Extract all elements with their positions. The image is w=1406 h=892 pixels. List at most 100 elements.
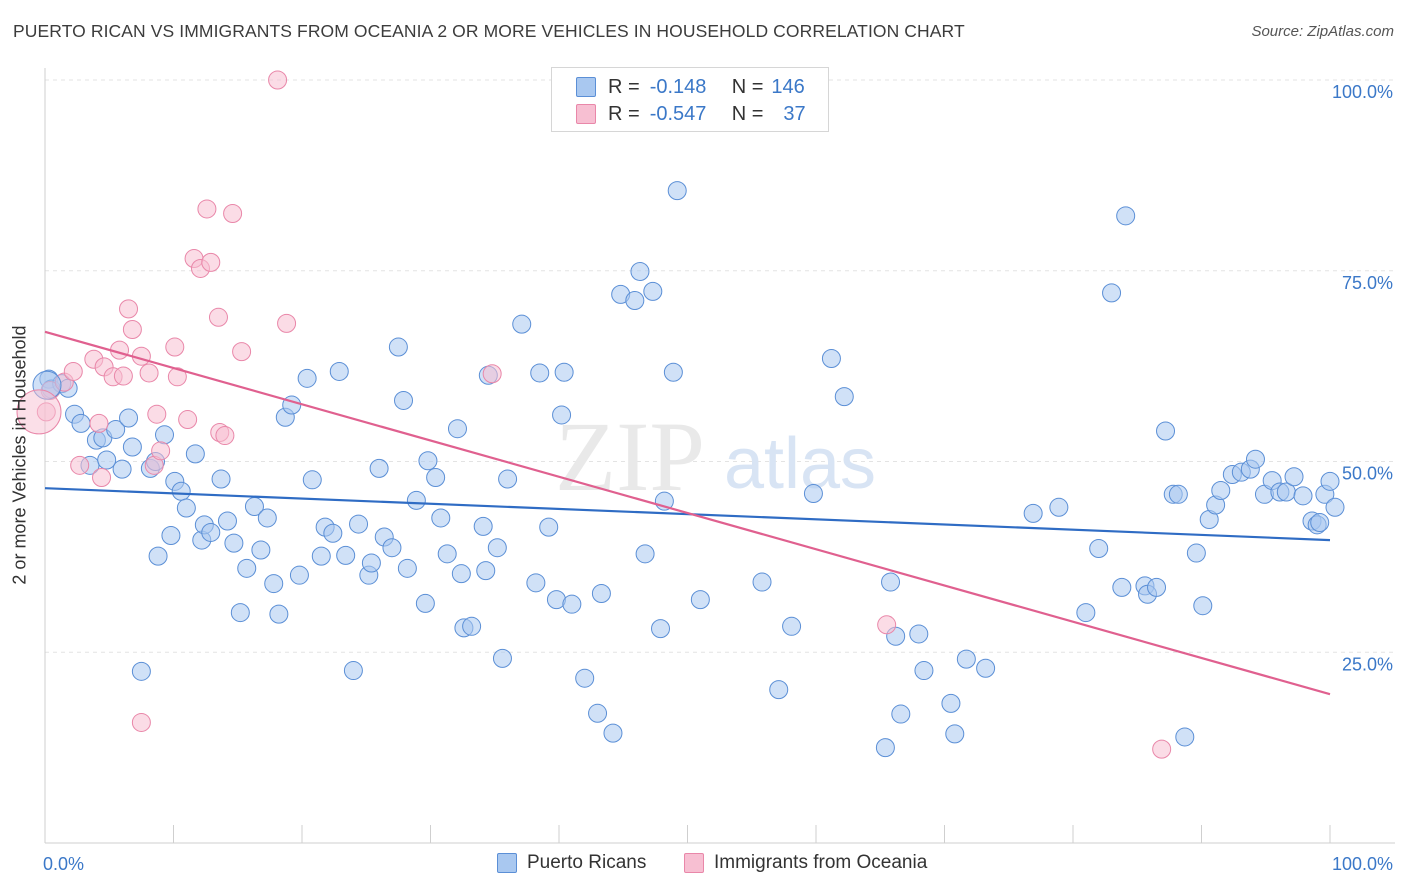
data-point [447,419,467,439]
data-point [217,511,237,531]
data-point [625,291,645,311]
data-point [201,252,221,272]
trend-lines [44,330,1331,696]
data-point [336,545,356,565]
data-point [426,468,446,488]
legend-row-oceania: R = -0.547 N = 37 [576,101,806,127]
data-point [397,558,417,578]
data-point [891,704,911,724]
data-point [369,458,389,478]
data-point [208,307,228,327]
data-point [89,413,109,433]
data-point [476,561,496,581]
source-note: Source: ZipAtlas.com [1251,23,1394,40]
data-point [909,624,929,644]
data-point [603,723,623,743]
data-point [1112,577,1132,597]
correlation-legend: R = -0.148 N = 146 R = -0.547 N = 37 [551,67,829,132]
data-point [167,367,187,387]
data-point [473,516,493,536]
bottom-legend-swatch [684,853,704,873]
data-point [257,508,277,528]
data-point [1147,577,1167,597]
data-point [875,738,895,758]
data-point [1152,739,1172,759]
data-point [1102,283,1122,303]
data-point [1076,603,1096,623]
x-tick-label: 0.0% [43,854,84,874]
data-point [70,455,90,475]
data-point [277,313,297,333]
data-point [552,405,572,425]
data-point [215,426,235,446]
data-point [451,564,471,584]
data-point [139,363,159,383]
data-point [230,603,250,623]
data-point [185,444,205,464]
data-point [498,469,518,489]
bottom-legend-label: Puerto Ricans [527,852,647,873]
data-point [1175,727,1195,747]
data-point [268,70,288,90]
trend-line-puerto-ricans [44,487,1331,542]
data-point [406,490,426,510]
y-axis-label: 2 or more Vehicles in Household [9,325,30,585]
data-point [122,320,142,340]
watermark-zip: ZIP [555,401,705,512]
data-point [131,661,151,681]
data-point [1156,421,1176,441]
data-point [512,314,532,334]
bottom-legend-label: Immigrants from Oceania [714,852,928,873]
data-point [635,544,655,564]
data-point [643,281,663,301]
data-point [119,299,139,319]
watermark-atlas: atlas [724,424,876,504]
data-point [575,668,595,688]
legend-r-value: -0.148 [649,75,707,98]
data-point [224,533,244,553]
data-point [418,451,438,471]
data-point [223,204,243,224]
data-point [343,661,363,681]
data-point-cluster [16,389,62,435]
data-point [197,199,217,219]
y-tick-label: 50.0% [1342,464,1393,484]
data-point [941,693,961,713]
data-point [349,514,369,534]
chart-title: PUERTO RICAN VS IMMIGRANTS FROM OCEANIA … [13,21,965,41]
data-point [914,661,934,681]
data-point [1320,471,1340,491]
data-point [752,572,772,592]
data-point [877,615,897,635]
legend-r-label: R = [608,102,640,125]
data-point [148,546,168,566]
x-tick-label: 100.0% [1332,854,1393,874]
data-point [269,604,289,624]
data-point [1116,206,1136,226]
data-point [1284,467,1304,487]
data-point [176,498,196,518]
trend-line-oceania [44,330,1331,696]
data-point [237,558,257,578]
data-points [16,70,1345,759]
data-point [131,712,151,732]
data-point [113,366,133,386]
legend-n-value: 37 [783,102,806,125]
data-point [251,540,271,560]
y-tick-label: 100.0% [1332,82,1393,102]
data-point [976,658,996,678]
data-point [663,362,683,382]
data-point [1168,484,1188,504]
y-tick-label: 25.0% [1342,654,1393,674]
data-point [264,574,284,594]
data-point [1310,513,1330,533]
data-point [71,413,91,433]
data-point [394,390,414,410]
data-point [106,419,126,439]
data-point [769,680,789,700]
data-point [945,724,965,744]
data-point [554,362,574,382]
data-point [834,387,854,407]
data-point [302,470,322,490]
